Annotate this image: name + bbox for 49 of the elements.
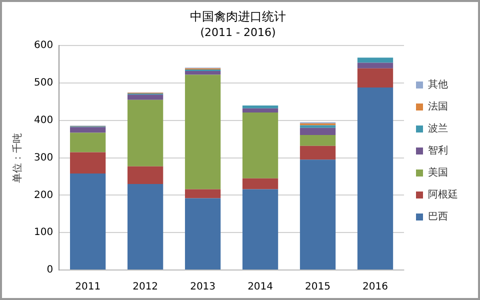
x-tick-label: 2012: [132, 282, 158, 293]
bar: [70, 174, 106, 270]
y-tick-label: 400: [34, 114, 54, 126]
bar: [184, 198, 221, 270]
x-tick-label: 2011: [75, 282, 101, 293]
bar: [70, 152, 106, 174]
bar: [357, 87, 394, 270]
x-tick-label: 2014: [248, 282, 274, 293]
bar: [70, 132, 106, 152]
y-axis-title: 单位：千吨: [12, 132, 24, 183]
bar: [127, 100, 164, 166]
x-tick-label: 2015: [305, 282, 330, 293]
bar: [357, 58, 394, 63]
y-tick-label: 300: [34, 152, 54, 164]
legend-label: 其他: [428, 78, 448, 91]
bar: [242, 105, 278, 108]
bar: [242, 108, 278, 113]
y-tick-label: 500: [34, 78, 54, 89]
legend-label: 巴西: [428, 212, 448, 223]
bar: [184, 71, 221, 75]
bar: [300, 146, 336, 160]
chart-subtitle: (2011 - 2016): [200, 26, 276, 39]
bar: [300, 125, 336, 128]
bar: [184, 74, 221, 190]
x-tick-label: 2013: [190, 282, 216, 293]
bar: [300, 134, 336, 146]
bar: [70, 127, 106, 133]
y-tick-label: 100: [34, 227, 54, 238]
bar: [127, 94, 164, 100]
bar: [242, 112, 278, 178]
bar: [127, 166, 164, 184]
legend-label: 美国: [428, 166, 448, 179]
bar: [357, 62, 394, 68]
y-tick-label: 600: [34, 40, 54, 52]
bar: [242, 189, 278, 270]
bar: [127, 184, 164, 270]
bar: [300, 160, 336, 270]
y-tick-label: 200: [34, 190, 54, 201]
bar: [242, 178, 278, 190]
legend-label: 智利: [428, 144, 448, 157]
bar: [184, 189, 221, 198]
legend-label: 法国: [428, 100, 448, 113]
x-tick-label: 2016: [362, 282, 388, 293]
legend-label: 波兰: [428, 122, 448, 135]
bar: [300, 128, 336, 135]
bar: [357, 68, 394, 88]
y-tick-label: 0: [46, 264, 54, 276]
chart-title: 中国禽肉进口统计: [190, 9, 286, 24]
legend-label: 阿根廷: [428, 188, 458, 201]
